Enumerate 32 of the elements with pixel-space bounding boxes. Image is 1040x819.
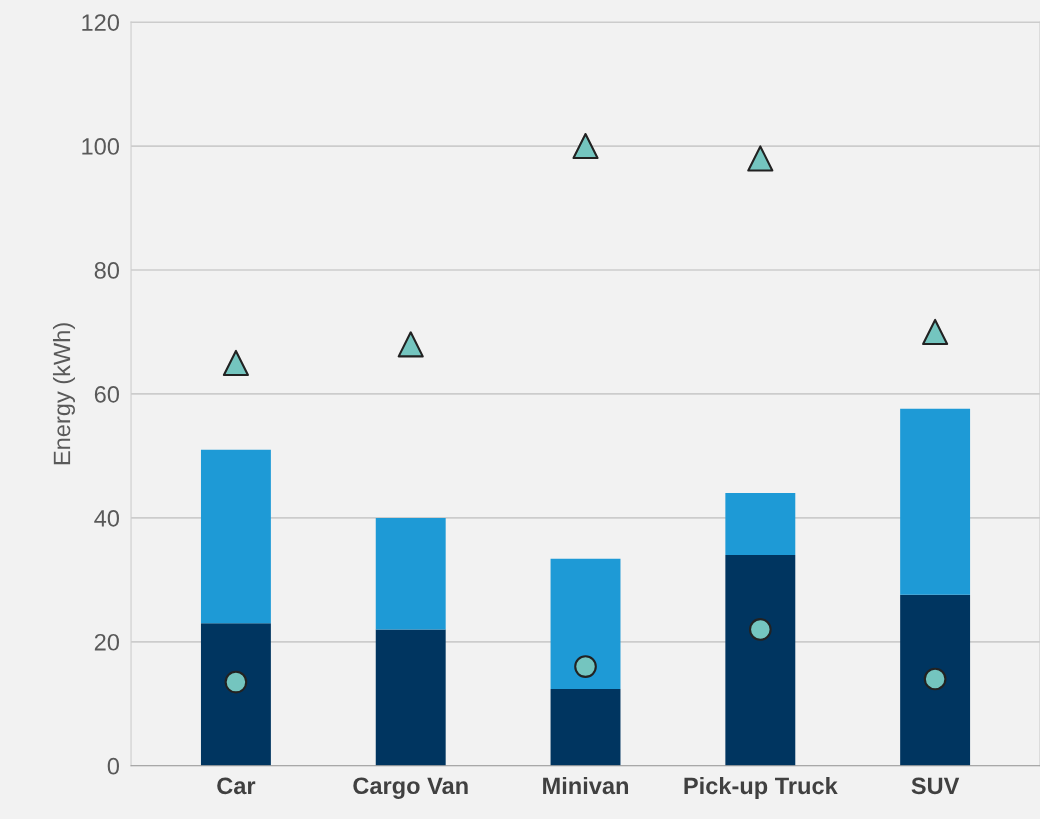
point bbox=[397, 331, 424, 358]
x-tick-label: SUV bbox=[911, 777, 960, 795]
bar bbox=[900, 408, 971, 595]
x-tick-label: Cargo Van bbox=[353, 777, 468, 799]
point bbox=[747, 145, 774, 172]
bar bbox=[375, 517, 446, 630]
bar bbox=[550, 688, 621, 766]
bar bbox=[725, 555, 796, 766]
bar bbox=[900, 594, 971, 766]
point bbox=[224, 670, 248, 694]
x-tick-label: Car bbox=[217, 777, 256, 795]
bar bbox=[550, 558, 621, 689]
bar bbox=[200, 623, 271, 766]
bar bbox=[725, 493, 796, 556]
y-tick-label: 0 bbox=[107, 757, 120, 775]
y-tick-label: 20 bbox=[94, 633, 120, 651]
bar bbox=[200, 449, 271, 624]
y-tick-label: 80 bbox=[94, 262, 120, 279]
y-axis-title: Energy (kWh) bbox=[52, 323, 75, 465]
y-tick-label: 120 bbox=[82, 14, 120, 31]
point bbox=[748, 618, 772, 641]
point bbox=[922, 318, 949, 346]
point bbox=[574, 655, 597, 678]
point bbox=[222, 349, 249, 377]
point bbox=[572, 132, 599, 160]
x-tick-label: Minivan bbox=[543, 776, 629, 795]
point bbox=[923, 667, 947, 691]
y-tick-label: 100 bbox=[82, 138, 120, 155]
y-tick-label: 60 bbox=[94, 386, 120, 403]
bar bbox=[375, 629, 446, 766]
y-tick-label: 40 bbox=[94, 509, 120, 527]
x-tick-label: Pick-up Truck bbox=[684, 776, 838, 799]
